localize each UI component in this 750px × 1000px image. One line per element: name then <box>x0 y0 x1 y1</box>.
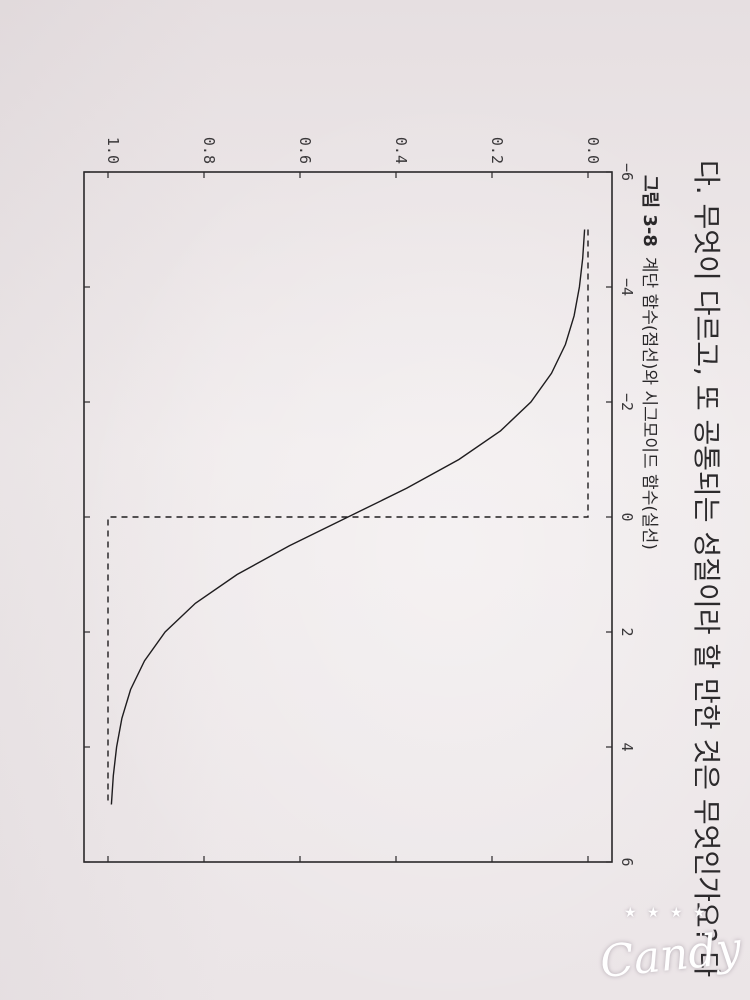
x-tick-label: 0 <box>618 512 636 521</box>
y-tick-label: 0.4 <box>392 137 410 164</box>
x-tick-label: −6 <box>618 163 636 181</box>
step-function-line <box>107 229 589 805</box>
x-tick-label: 6 <box>618 857 636 866</box>
series-group <box>107 229 589 805</box>
y-tick-label: 1.0 <box>104 137 122 164</box>
y-tick-label: 0.6 <box>296 137 314 164</box>
y-tick-label: 0.2 <box>488 137 506 164</box>
x-tick-label: 4 <box>618 742 636 751</box>
x-tick-label: 2 <box>618 627 636 636</box>
x-tick-label: −2 <box>618 393 636 411</box>
y-tick-label: 0.0 <box>584 137 602 164</box>
x-axis-ticks: −6 −4 −2 0 2 4 6 <box>84 163 636 867</box>
x-tick-label: −4 <box>618 278 636 296</box>
y-tick-label: 0.8 <box>200 137 218 164</box>
sigmoid-function-line <box>110 229 586 805</box>
y-axis-ticks: 0.0 0.2 0.4 0.6 0.8 1.0 <box>104 137 602 862</box>
watermark-stars: ★ ★ ★ ★ <box>624 905 709 921</box>
